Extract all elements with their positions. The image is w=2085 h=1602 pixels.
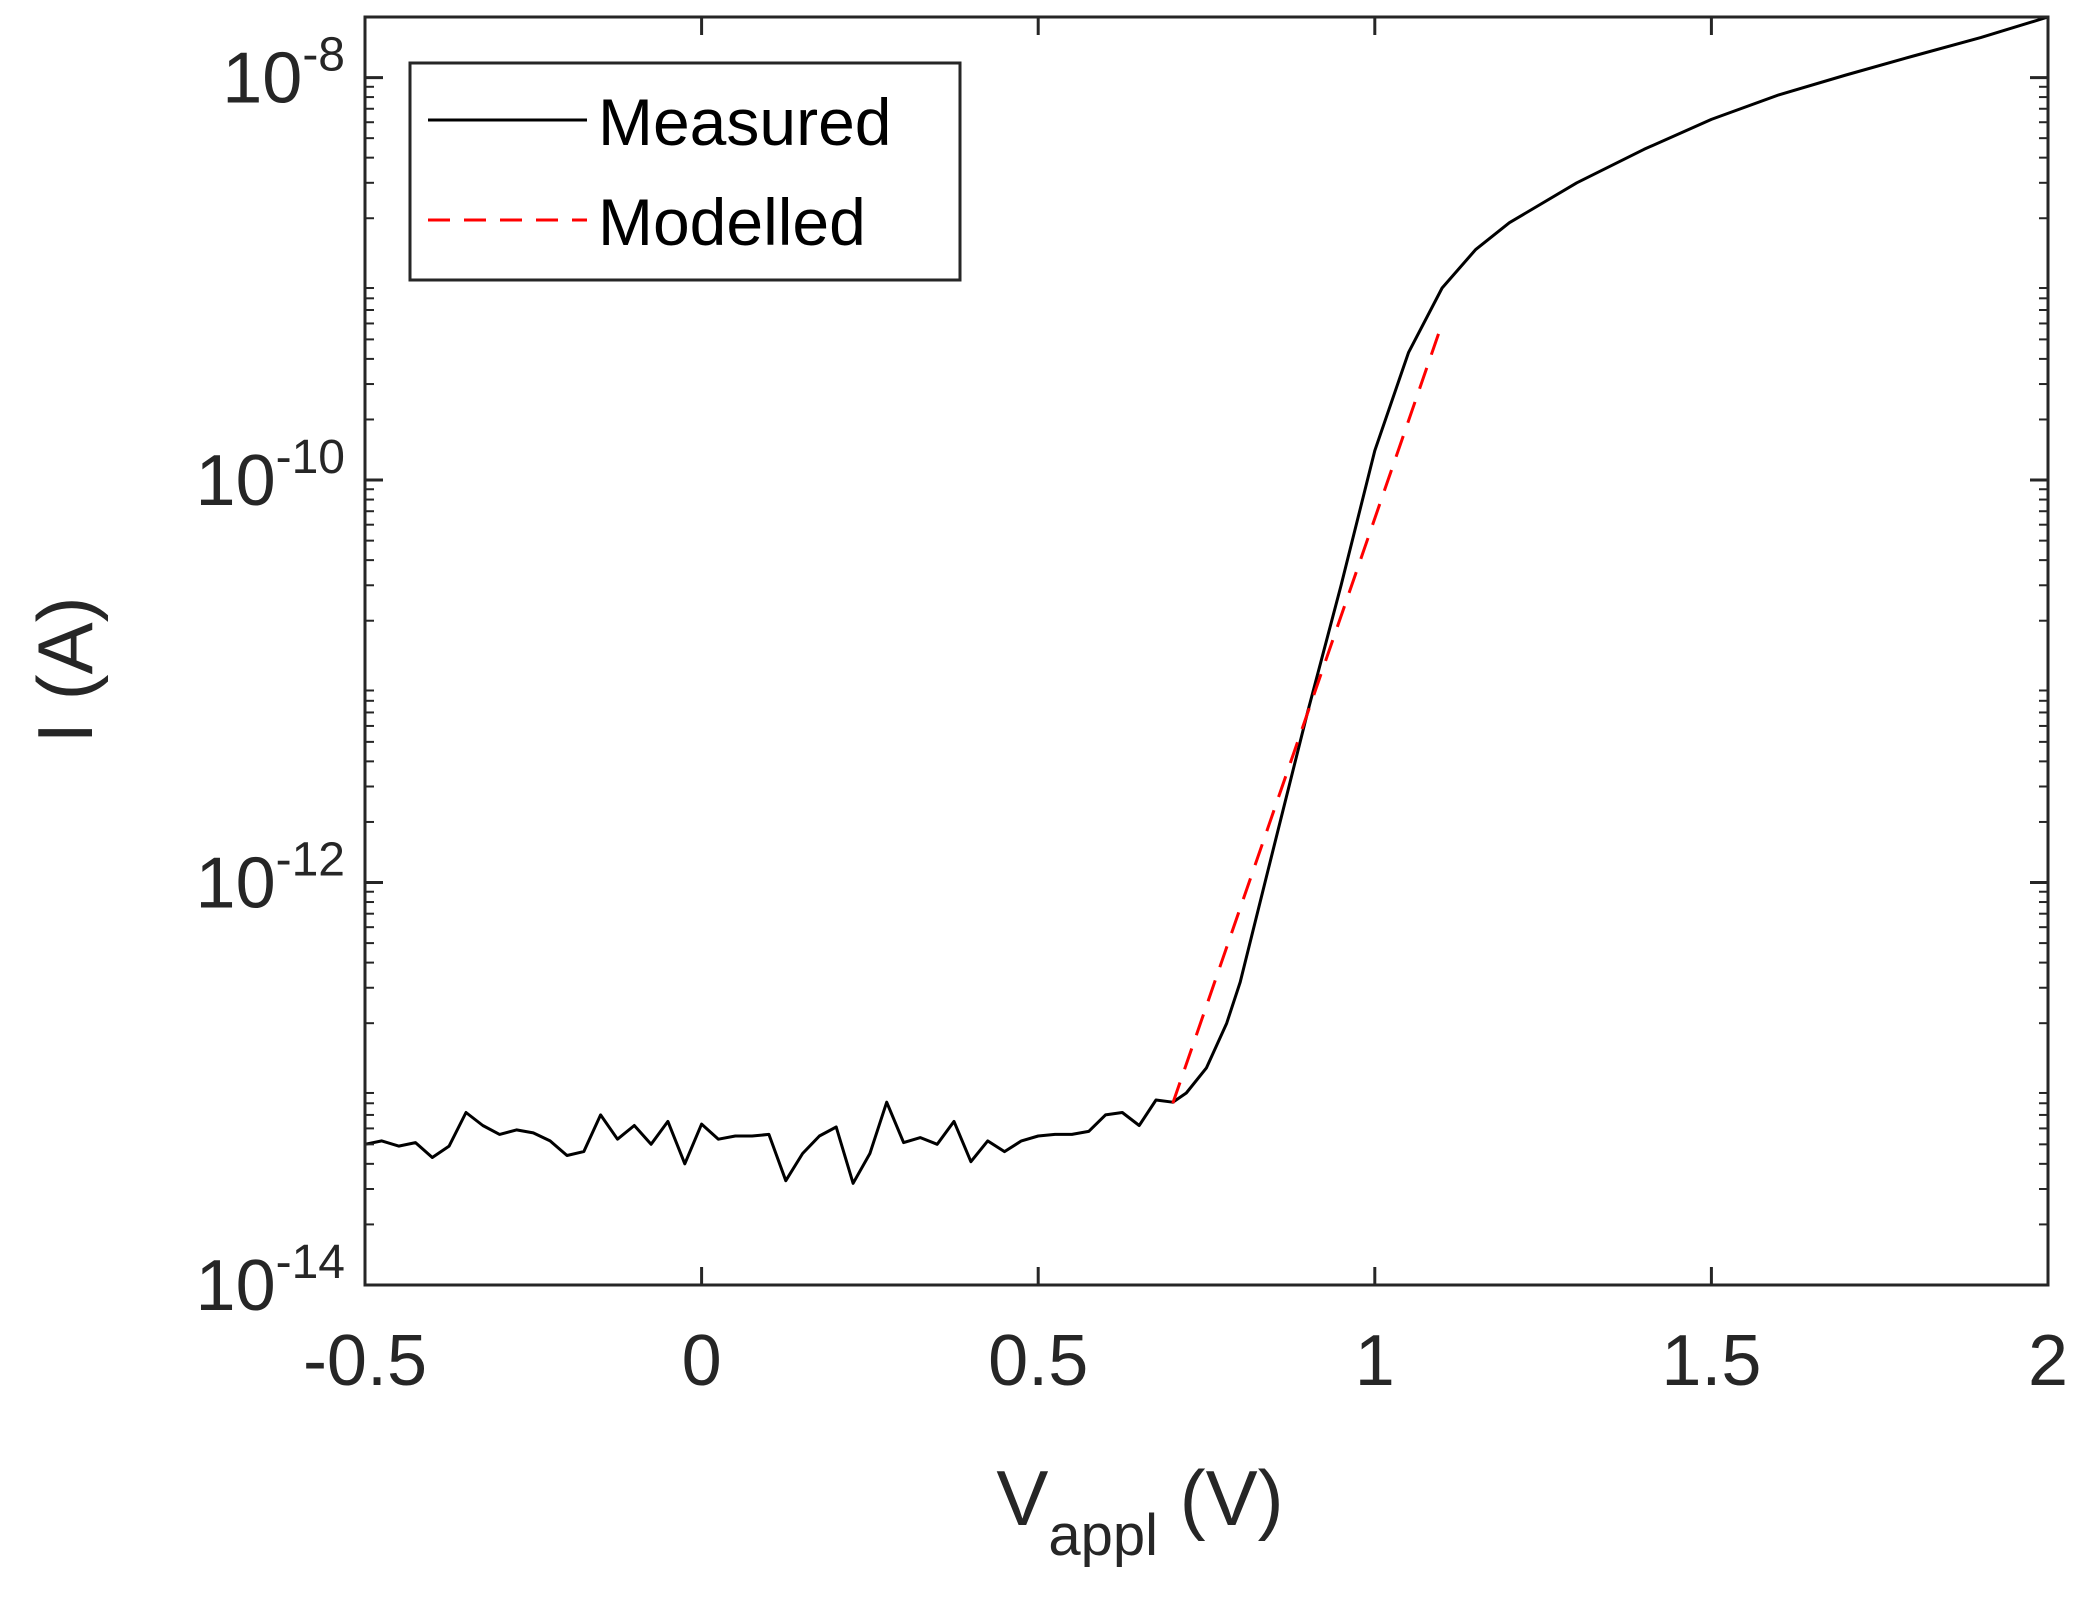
x-tick-label: 0.5 [988,1321,1088,1401]
axes-box [363,15,2050,1287]
legend-label-measured: Measured [598,85,892,159]
y-axis-label: I (A) [21,596,109,743]
x-tick-label: 1.5 [1661,1321,1761,1401]
series-line-measured [364,15,2049,1185]
y-tick-label: 10-14 [196,1236,345,1326]
ticks-layer [363,17,2050,1287]
x-axis-label-base: V [996,1454,1048,1542]
x-axis-label-subscript: appl [1048,1503,1158,1568]
x-tick-label: 2 [2028,1321,2068,1401]
y-tick-label: 10-8 [222,29,345,119]
x-tick-label: 1 [1355,1321,1395,1401]
x-tick-label: 0 [682,1321,722,1401]
y-tick-label: 10-10 [196,431,345,521]
x-tick-label: -0.5 [303,1321,427,1401]
x-axis-label: Vappl (V) [996,1454,1283,1568]
labels-layer: -0.5 0 0.5 1 1.5 2 10-14 10-12 10-10 10-8 [196,29,2068,1401]
legend: Measured Modelled [408,61,962,282]
series-line-modelled [1171,323,1444,1104]
legend-box [408,61,962,282]
series-layer [364,15,2049,1185]
x-axis-label-suffix: (V) [1158,1454,1284,1542]
y-tick-label: 10-12 [196,834,345,924]
legend-label-modelled: Modelled [598,185,866,259]
